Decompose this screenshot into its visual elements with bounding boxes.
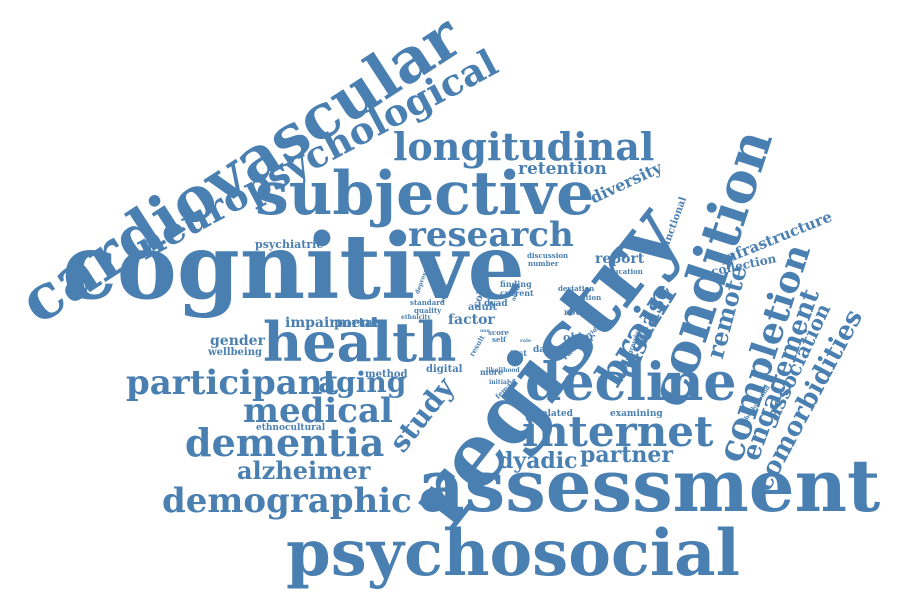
word-decline: decline [525, 352, 737, 413]
word-ethnocultural: ethnocultural [256, 423, 326, 433]
word-digital: digital [426, 364, 463, 375]
word-standard: standard [410, 298, 445, 307]
word-role: role [520, 338, 532, 344]
word-adult: adult [468, 302, 498, 313]
word-dyadic: dyadic [498, 448, 578, 474]
word-aging: aging [318, 366, 407, 399]
word-impairment: impairment [285, 315, 378, 331]
word-psychiatric: psychiatric [255, 238, 324, 251]
word-psychosocial: psychosocial [286, 516, 740, 591]
word-assessment: assessment [418, 443, 881, 528]
word-cognitive: cognitive [62, 214, 525, 320]
word-ethnicity: ethnicity [401, 314, 431, 321]
word-examining: examining [610, 409, 663, 419]
word-education: education [604, 267, 643, 276]
word-number: number [528, 259, 559, 268]
word-dyad: dyad [484, 299, 508, 309]
word-portal: portal [334, 316, 378, 331]
word-use: use [480, 328, 490, 334]
word-novel: novel [564, 307, 588, 317]
word-factor: factor [448, 312, 495, 328]
word-retention: retention [518, 159, 607, 179]
word-result: result [467, 333, 487, 358]
word-discussion: discussion [527, 251, 569, 260]
word-test: test [510, 348, 527, 358]
word-internet: internet [522, 407, 714, 456]
word-cognition: cognition [564, 293, 602, 302]
word-method: method [365, 369, 408, 380]
word-related: related [537, 409, 573, 419]
word-medical: medical [243, 391, 393, 431]
word-demographic: demographic [162, 481, 412, 521]
word-gender: gender [210, 333, 265, 349]
word-partner: partner [580, 442, 673, 468]
word-deviation: deviation [558, 284, 595, 293]
word-older: older [563, 331, 596, 344]
word-self: self [492, 335, 507, 344]
word-score: score [488, 328, 510, 337]
word-data: data [533, 345, 556, 355]
word-initial: initial [489, 379, 510, 386]
word-dementia: dementia [185, 420, 385, 465]
word-participant: participant [126, 363, 339, 403]
word-alzheimer: alzheimer [237, 456, 371, 485]
word-likelihood: likelihood [486, 367, 520, 374]
word-research: research [408, 215, 574, 255]
word-current: current [500, 288, 534, 298]
word-more: more [480, 367, 504, 377]
word-subjective: subjective [255, 159, 595, 229]
word-wellbeing: wellbeing [208, 347, 262, 358]
word-report: report [595, 251, 645, 267]
word-health: health [263, 310, 457, 374]
word-longitudinal: longitudinal [393, 124, 655, 169]
word-quality: quality [414, 306, 442, 315]
word-finding: finding [500, 279, 532, 289]
